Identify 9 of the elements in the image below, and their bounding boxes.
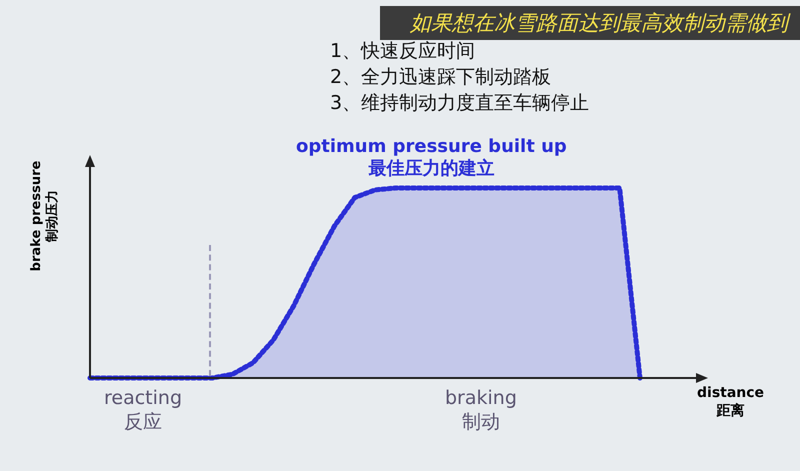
- x-axis-title: distance 距离: [697, 384, 764, 420]
- text: reacting 反应: [104, 386, 182, 434]
- text: 2、全力迅速踩下制动踏板: [330, 65, 552, 90]
- text: 3、维持制动力度直至车辆停止: [330, 91, 590, 116]
- y-axis-title: brake pressure 制动压力: [29, 160, 61, 274]
- chart-title: 如果想在冰雪路面达到最高效制动需做到: [380, 6, 800, 40]
- text: optimum pressure built up 最佳压力的建立: [296, 136, 567, 180]
- text: 1、快速反应时间: [330, 39, 476, 64]
- text: braking 制动: [445, 386, 517, 434]
